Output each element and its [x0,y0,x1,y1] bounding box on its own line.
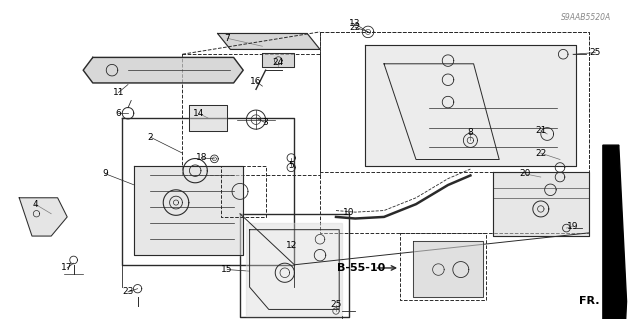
Polygon shape [218,33,320,49]
Text: 9: 9 [103,169,108,178]
Polygon shape [19,198,67,236]
Text: 18: 18 [196,153,207,162]
Text: 2: 2 [148,133,153,142]
Text: 13: 13 [349,19,361,28]
FancyArrow shape [603,145,627,319]
Text: 10: 10 [343,208,355,217]
Text: B-55-10: B-55-10 [337,263,386,273]
Text: FR.: FR. [579,296,600,307]
Text: 25: 25 [330,300,342,309]
Text: 21: 21 [535,126,547,135]
Text: 12: 12 [285,241,297,250]
Text: 4: 4 [33,200,38,209]
Text: S9AAB5520A: S9AAB5520A [561,13,611,22]
Text: 5: 5 [289,161,294,170]
Text: 19: 19 [567,222,579,231]
Text: 16: 16 [250,77,262,86]
Polygon shape [493,172,589,236]
Text: 24: 24 [273,58,284,67]
Polygon shape [189,105,227,131]
Text: 22: 22 [535,149,547,158]
Polygon shape [365,45,576,166]
Text: 15: 15 [221,265,233,274]
Text: 20: 20 [519,169,531,178]
Polygon shape [413,241,483,297]
Polygon shape [83,57,243,83]
Polygon shape [262,53,294,67]
Text: 11: 11 [113,88,124,97]
Text: 8: 8 [468,128,473,137]
Polygon shape [246,223,342,316]
Text: 17: 17 [61,263,73,272]
Text: 22: 22 [349,23,361,32]
Text: 3: 3 [263,118,268,127]
Text: 7: 7 [225,34,230,43]
Text: 23: 23 [122,287,134,296]
Polygon shape [134,166,243,255]
Text: 25: 25 [589,48,601,57]
Text: 6: 6 [116,109,121,118]
Text: 14: 14 [193,109,204,118]
